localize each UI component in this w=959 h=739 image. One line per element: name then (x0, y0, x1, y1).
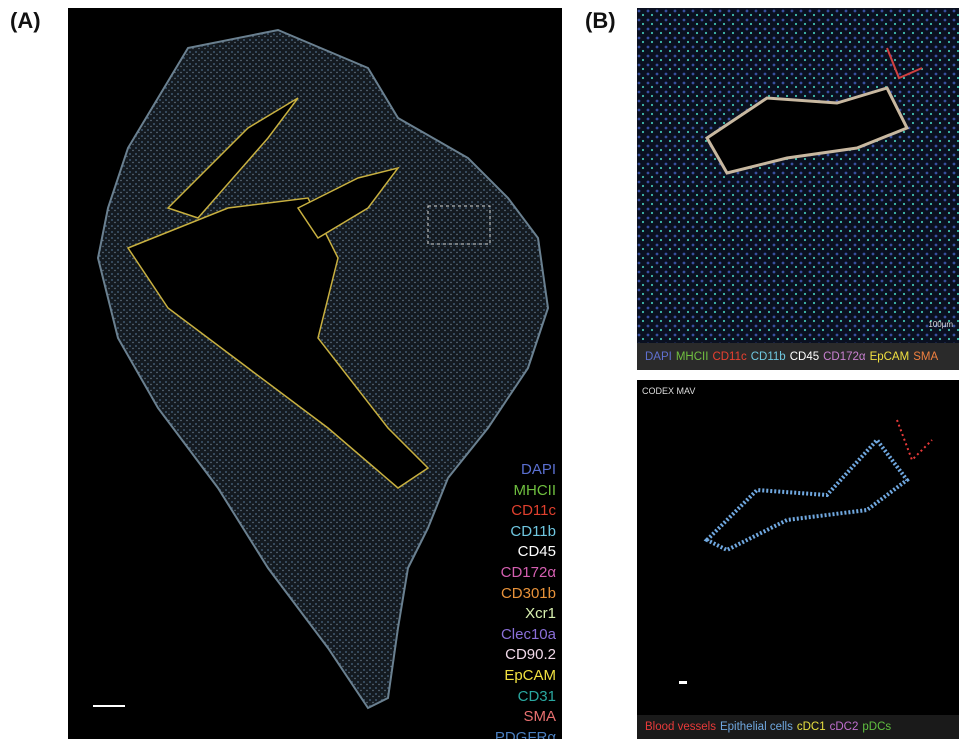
legend-item: CD45 (495, 542, 556, 563)
cell-map (637, 380, 959, 715)
legend-item: CD172α (823, 351, 865, 363)
legend-item: Xcr1 (495, 604, 556, 625)
tissue (68, 8, 562, 739)
figure: (A) DAPIMHCIICD11cCD11bCD45CD172αCD301bX… (0, 0, 959, 739)
legend-item: EpCAM (495, 666, 556, 687)
legend-item: Blood vessels (645, 721, 716, 733)
legend-item: CD45 (790, 351, 819, 363)
legend-item: PDGFRα (495, 728, 556, 739)
legend-item: CD172α (495, 563, 556, 584)
legend-item: MHCII (676, 351, 709, 363)
legend-item: pDCs (862, 721, 891, 733)
legend-item: CD11b (495, 522, 556, 543)
zoom-tissue (637, 8, 959, 343)
legend-item: CD11c (495, 501, 556, 522)
scale-label: 100µm (928, 320, 953, 329)
legend-item: CD301b (495, 584, 556, 605)
legend-item: SMA (913, 351, 938, 363)
legend-item: DAPI (495, 460, 556, 481)
legend-item: Epithelial cells (720, 721, 793, 733)
panel-label: (B) (585, 8, 616, 34)
legend-item: SMA (495, 707, 556, 728)
panel-label: (A) (10, 8, 41, 34)
legend-item: DAPI (645, 351, 672, 363)
legend-item: CD11b (751, 351, 786, 363)
legend-item: CD11c (712, 351, 746, 363)
legend-item: CD31 (495, 687, 556, 708)
legend-item: CD90.2 (495, 645, 556, 666)
legend-item: MHCII (495, 481, 556, 502)
legend-item: cDC2 (830, 721, 859, 733)
legend-item: Clec10a (495, 625, 556, 646)
legend-item: EpCAM (870, 351, 910, 363)
legend-item: cDC1 (797, 721, 826, 733)
